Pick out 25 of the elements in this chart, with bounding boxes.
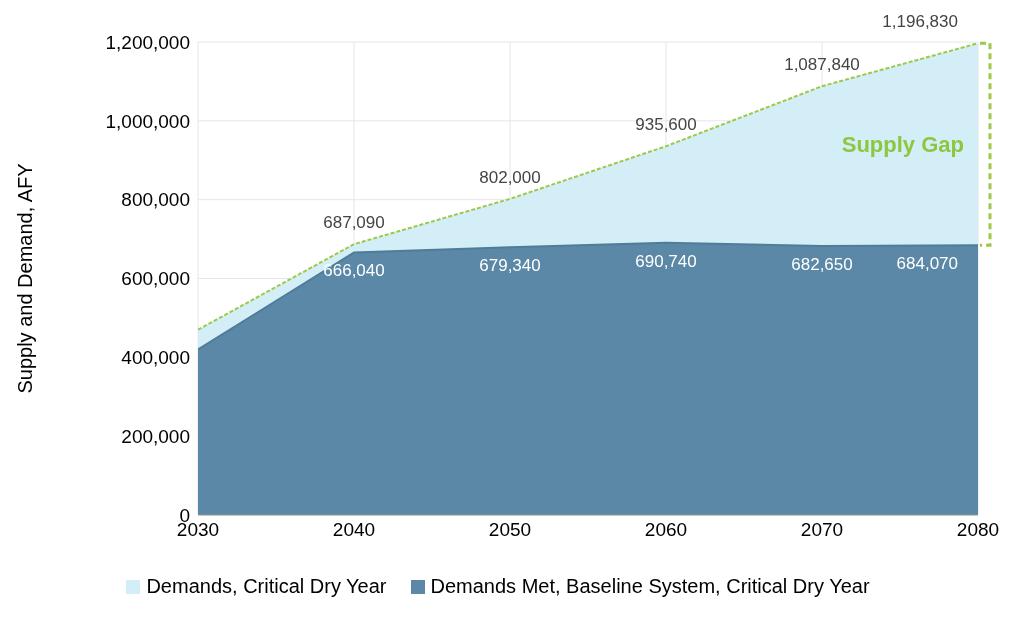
y-tick-label: 400,000 bbox=[121, 347, 190, 369]
y-tick-label: 1,200,000 bbox=[105, 31, 190, 53]
y-tick-label: 800,000 bbox=[121, 189, 190, 211]
data-label: 1,196,830 bbox=[882, 12, 958, 32]
data-label: 935,600 bbox=[635, 115, 697, 135]
y-tick-label: 1,000,000 bbox=[105, 110, 190, 132]
legend-label: Demands, Critical Dry Year bbox=[145, 575, 387, 598]
data-label: 1,087,840 bbox=[784, 55, 860, 75]
y-tick-label: 200,000 bbox=[121, 425, 190, 447]
x-tick-label: 2060 bbox=[644, 519, 688, 541]
x-tick-label: 2050 bbox=[488, 519, 532, 541]
data-label: 682,650 bbox=[791, 254, 853, 274]
annotation: Supply Gap bbox=[841, 132, 964, 158]
x-tick-label: 2080 bbox=[956, 519, 1000, 541]
data-label: 684,070 bbox=[896, 254, 958, 274]
data-label: 802,000 bbox=[479, 167, 541, 187]
y-tick-label: 600,000 bbox=[121, 268, 190, 290]
data-label: 666,040 bbox=[323, 261, 385, 281]
data-label: 690,740 bbox=[635, 251, 697, 271]
y-axis-title: Supply and Demand, AFY bbox=[14, 163, 37, 394]
legend-label: Demands Met, Baseline System, Critical Dry Year bbox=[429, 575, 870, 598]
data-label: 687,090 bbox=[323, 213, 385, 233]
x-tick-label: 2040 bbox=[332, 519, 376, 541]
x-tick-label: 2070 bbox=[800, 519, 844, 541]
data-label: 679,340 bbox=[479, 256, 541, 276]
